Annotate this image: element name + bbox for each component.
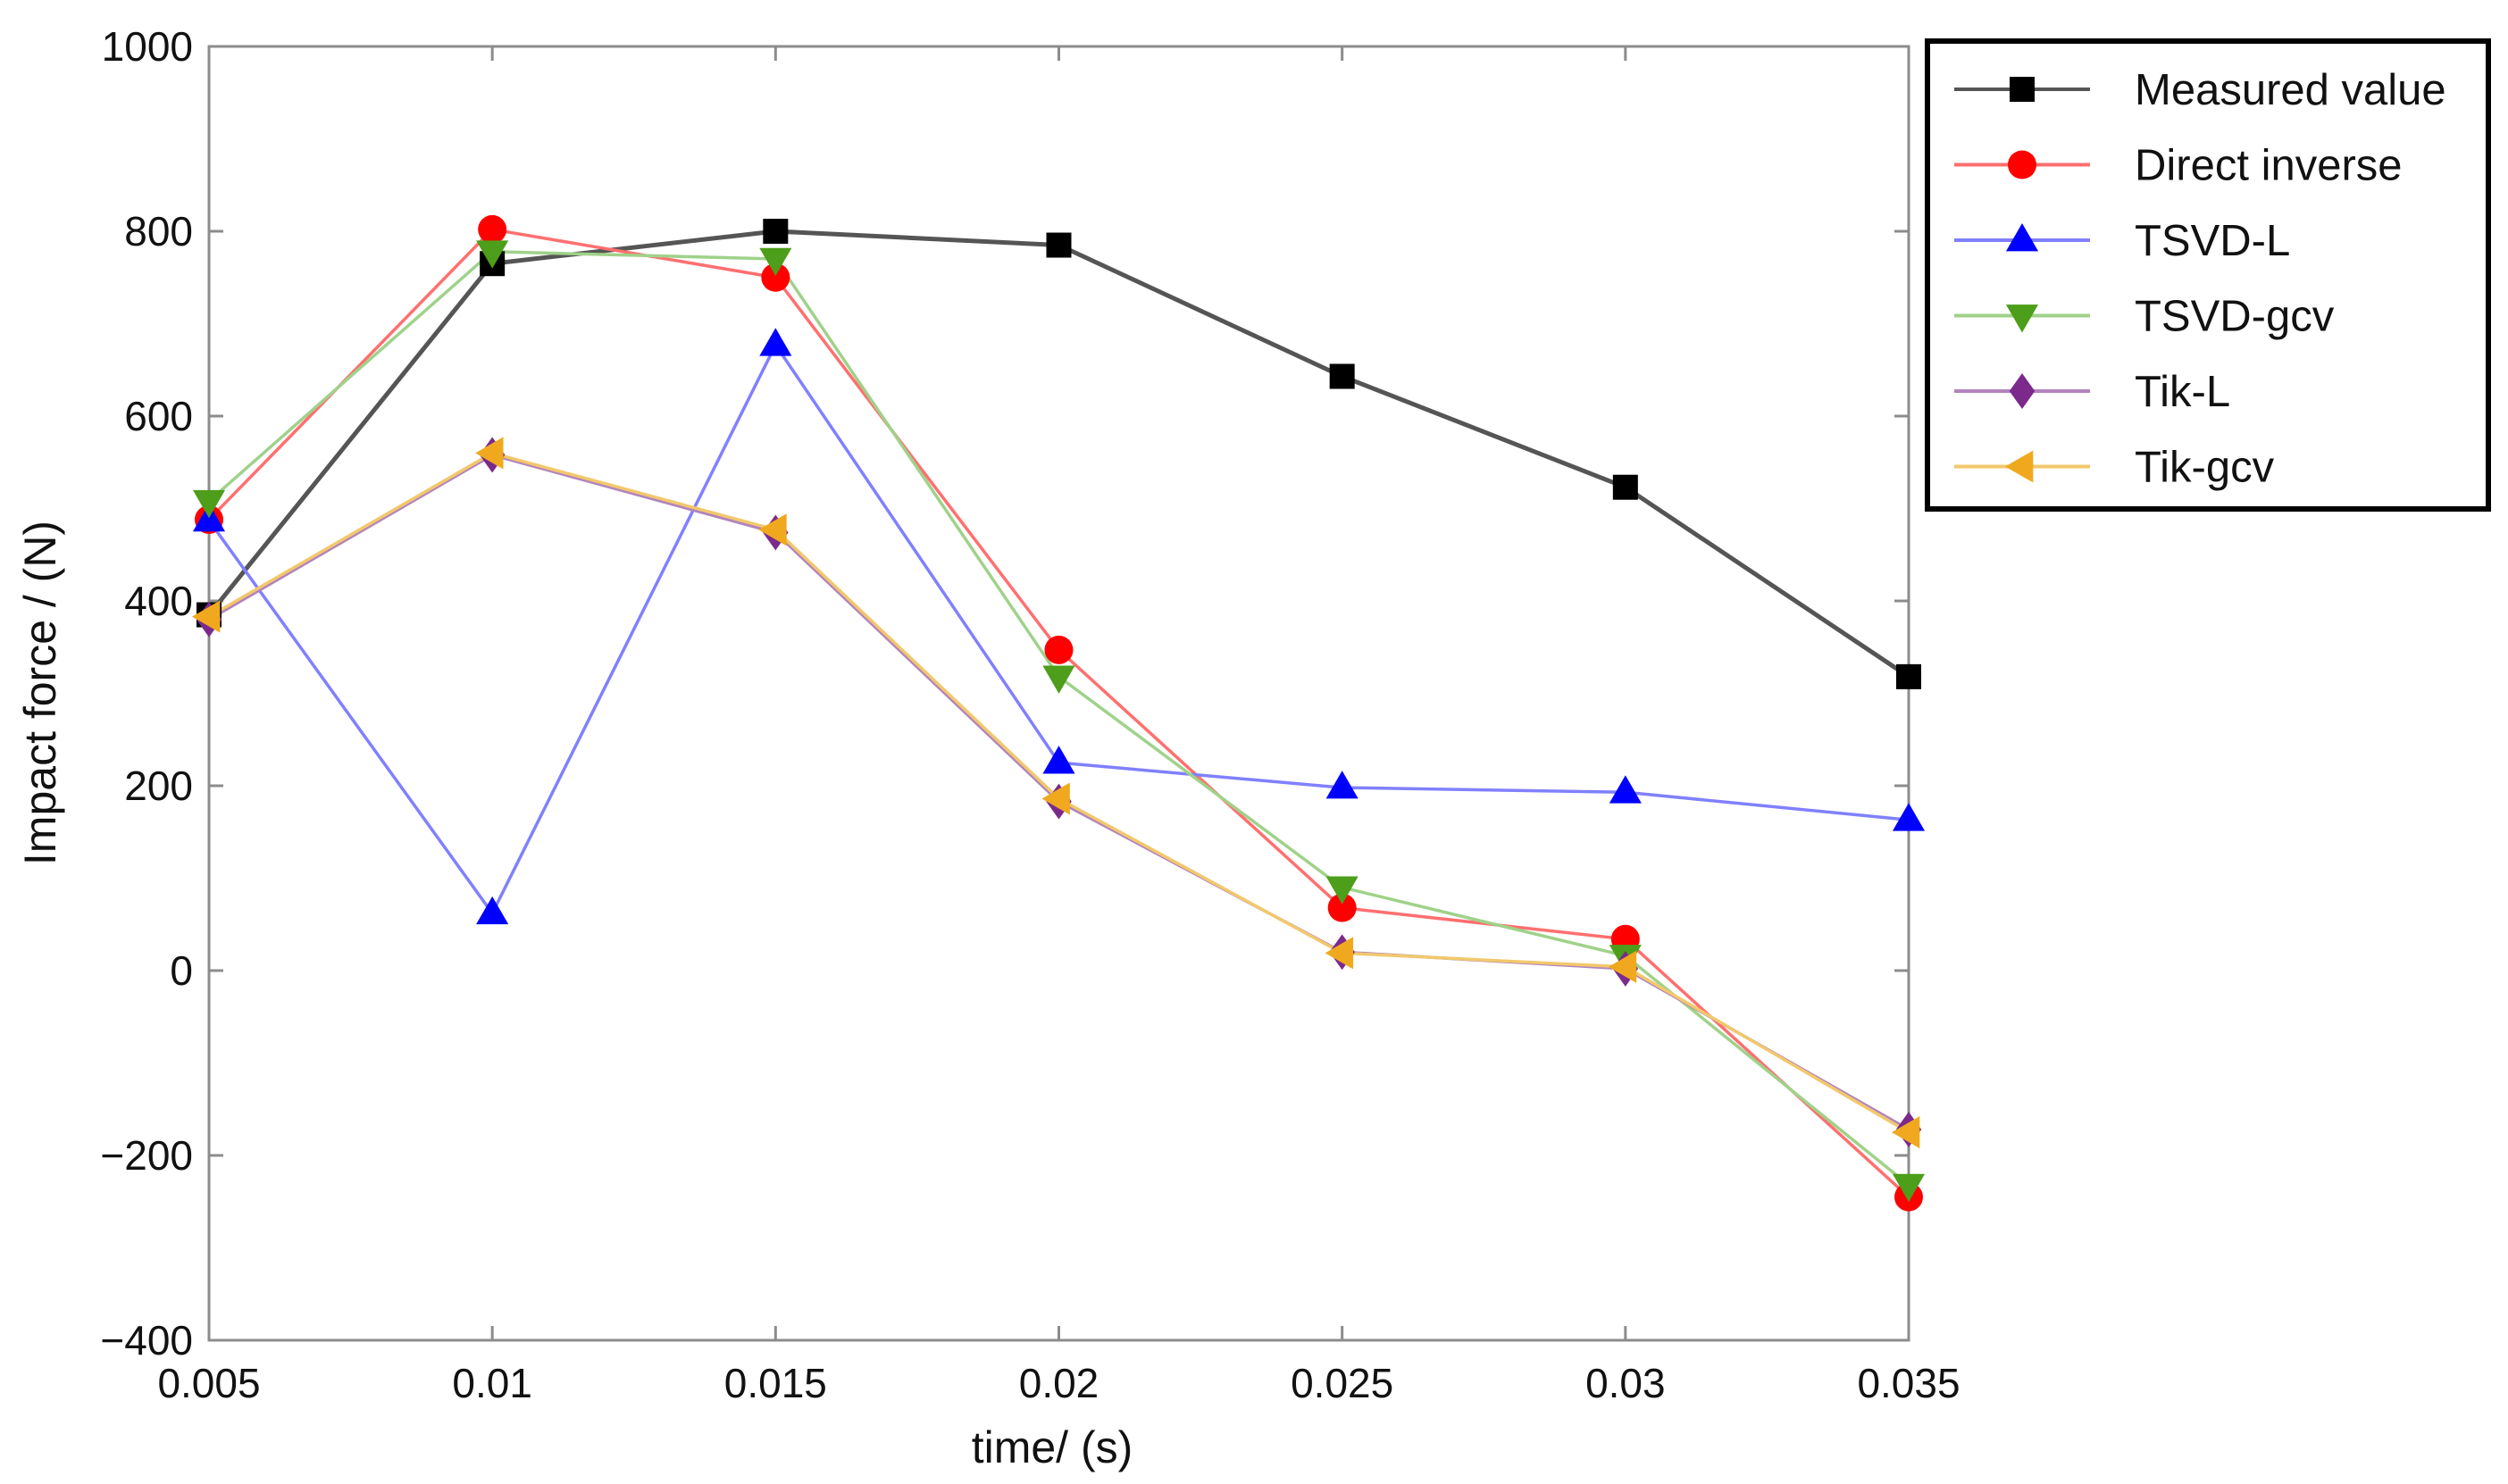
data-point-measured-value <box>1612 474 1638 500</box>
data-point-tsvd-gcv <box>192 489 226 519</box>
x-tick-label: 0.015 <box>724 1360 827 1406</box>
y-axis: −400 −200 0 200 400 600 800 1000 <box>100 23 1909 1363</box>
legend-label-tsvd-gcv: TSVD-gcv <box>2135 293 2335 341</box>
x-tick-label: 0.03 <box>1585 1360 1666 1406</box>
data-point-direct-inverse <box>1327 893 1357 922</box>
data-point-tsvd-gcv <box>759 247 792 277</box>
data-point-tsvd-l <box>1042 746 1075 774</box>
legend-marker-direct-inverse <box>2008 150 2036 179</box>
data-point-direct-inverse <box>478 214 507 244</box>
legend: Measured value Direct inverse TSVD-L TSVD-g… <box>1925 38 2491 512</box>
data-point-tik-gcv <box>1608 950 1637 983</box>
data-point-tsvd-l <box>1892 803 1926 831</box>
data-point-tik-gcv <box>1892 1116 1920 1149</box>
legend-label-tik-gcv: Tik-gcv <box>2135 444 2275 492</box>
data-point-measured-value <box>1046 232 1072 258</box>
data-point-tsvd-l <box>1609 775 1642 804</box>
legend-marker-tsvd-l <box>2005 223 2039 252</box>
data-point-tik-gcv <box>475 437 504 470</box>
x-tick-label: 0.035 <box>1857 1360 1960 1406</box>
y-tick-label: −400 <box>100 1317 193 1363</box>
y-axis-title: Impact force / (N) <box>15 521 65 865</box>
data-point-direct-inverse <box>1044 635 1074 664</box>
data-point-tsvd-l <box>759 328 792 356</box>
y-tick-label: 400 <box>124 578 193 624</box>
legend-marker-tsvd-gcv <box>2005 304 2039 333</box>
data-point-tsvd-gcv <box>1042 665 1075 694</box>
data-point-direct-inverse <box>761 263 790 292</box>
data-point-tik-gcv <box>192 600 221 633</box>
data-point-tsvd-l <box>476 896 509 925</box>
legend-marker-measured-value <box>2010 77 2035 102</box>
series-markers <box>192 214 1926 1212</box>
y-tick-label: 600 <box>124 393 193 439</box>
x-tick-label: 0.005 <box>157 1360 260 1406</box>
legend-label-measured-value: Measured value <box>2135 66 2446 114</box>
data-point-measured-value <box>1896 663 1921 689</box>
y-tick-label: −200 <box>100 1132 193 1179</box>
x-tick-label: 0.01 <box>452 1360 532 1406</box>
data-point-tsvd-gcv <box>476 240 509 269</box>
legend-box <box>1925 38 2491 512</box>
x-tick-label: 0.02 <box>1019 1360 1099 1406</box>
x-tick-label: 0.025 <box>1291 1360 1393 1406</box>
data-point-tsvd-gcv <box>1325 876 1358 905</box>
data-point-tik-gcv <box>758 513 787 546</box>
x-axis: 0.005 0.01 0.015 0.02 0.025 0.03 0.035 <box>157 46 1960 1406</box>
legend-label-tik-l: Tik-L <box>2135 368 2230 416</box>
legend-marker-tik-gcv <box>2005 450 2034 483</box>
data-point-tik-gcv <box>1325 937 1354 970</box>
data-point-tsvd-l <box>1325 771 1358 799</box>
y-tick-label: 1000 <box>102 23 193 70</box>
legend-label-direct-inverse: Direct inverse <box>2135 142 2403 190</box>
x-axis-title: time/ (s) <box>972 1422 1133 1472</box>
data-point-tik-gcv <box>1041 782 1070 815</box>
y-tick-label: 800 <box>124 208 193 254</box>
data-point-tsvd-gcv <box>1892 1173 1926 1203</box>
legend-marker-tik-l <box>2009 373 2036 409</box>
y-tick-label: 200 <box>124 763 193 809</box>
data-point-measured-value <box>763 219 789 244</box>
data-point-measured-value <box>1329 363 1355 389</box>
legend-label-tsvd-l: TSVD-L <box>2135 217 2290 265</box>
y-tick-label: 0 <box>170 947 193 994</box>
